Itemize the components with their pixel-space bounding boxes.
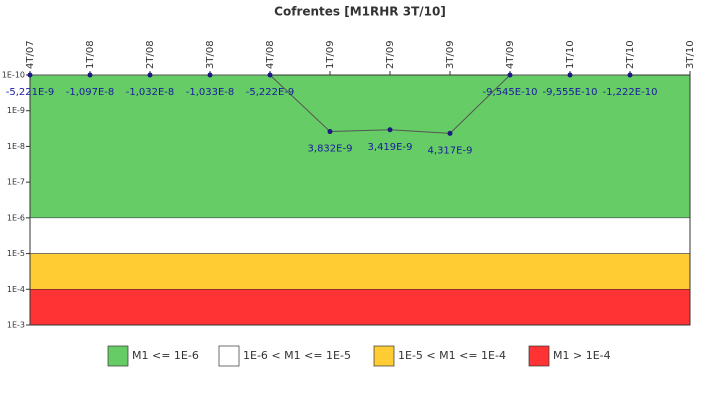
x-tick-label: 4T/07 (25, 40, 36, 69)
point (87, 72, 93, 78)
chart-title: Cofrentes [M1RHR 3T/10] (274, 5, 446, 19)
point (267, 72, 273, 78)
legend-swatch (528, 345, 550, 367)
band (29, 74, 691, 219)
y-tick-label: 1E-7 (7, 178, 25, 187)
value-label: 3,832E-9 (308, 144, 353, 155)
legend-swatch (107, 345, 129, 367)
y-tick-label: 1E-4 (7, 285, 25, 294)
point (447, 130, 453, 136)
point (327, 129, 333, 135)
legend-label: M1 <= 1E-6 (132, 349, 199, 362)
value-label: -9,555E-10 (543, 87, 598, 98)
value-label: -5,221E-9 (6, 87, 55, 98)
legend-label: M1 > 1E-4 (553, 349, 611, 362)
band (29, 253, 691, 290)
x-tick-label: 2T/10 (625, 40, 636, 69)
x-tick-label: 3T/10 (685, 40, 696, 69)
x-tick-label: 3T/08 (205, 40, 216, 69)
value-label: -1,032E-8 (126, 87, 175, 98)
y-tick-label: 1E-9 (7, 106, 25, 115)
legend-swatch (373, 345, 395, 367)
y-tick-label: 1E-5 (7, 249, 25, 258)
value-label: -5,222E-9 (246, 87, 295, 98)
x-tick-label: 1T/08 (85, 40, 96, 69)
point (207, 72, 213, 78)
legend-label: 1E-5 < M1 <= 1E-4 (398, 349, 506, 362)
value-label: 3,419E-9 (368, 142, 413, 153)
point (27, 72, 33, 78)
point (387, 127, 393, 133)
x-tick-label: 3T/09 (445, 40, 456, 69)
x-tick-label: 4T/08 (265, 40, 276, 69)
y-tick-label: 1E-3 (7, 321, 25, 330)
legend-label: 1E-6 < M1 <= 1E-5 (243, 349, 351, 362)
value-label: -1,222E-10 (603, 87, 658, 98)
band (29, 217, 691, 254)
point (147, 72, 153, 78)
value-label: 4,317E-9 (428, 145, 473, 156)
legend-swatch (218, 345, 240, 367)
plot-frame (29, 74, 691, 326)
x-tick-label: 2T/09 (385, 40, 396, 69)
x-tick-label: 4T/09 (505, 40, 516, 69)
y-tick-label: 1E-10 (2, 71, 25, 80)
x-tick-label: 2T/08 (145, 40, 156, 69)
x-tick-label: 1T/09 (325, 40, 336, 69)
y-tick-label: 1E-6 (7, 213, 25, 222)
band (29, 289, 691, 326)
point (627, 72, 633, 78)
value-label: -1,097E-8 (66, 87, 115, 98)
value-label: -1,033E-8 (186, 87, 235, 98)
point (567, 72, 573, 78)
point (507, 72, 513, 78)
x-tick-label: 1T/10 (565, 40, 576, 69)
value-label: -9,545E-10 (483, 87, 538, 98)
y-tick-label: 1E-8 (7, 142, 25, 151)
